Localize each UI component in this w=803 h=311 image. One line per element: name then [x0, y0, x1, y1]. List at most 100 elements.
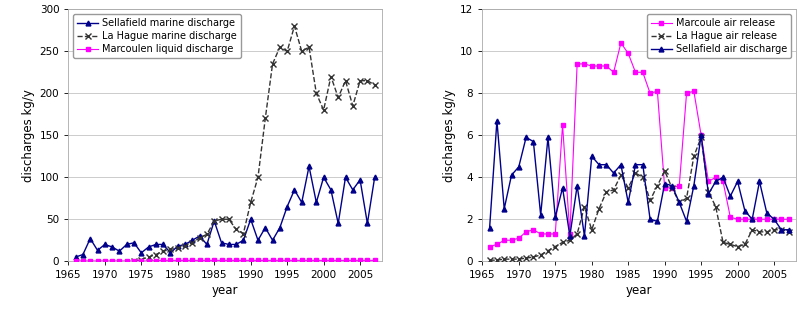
Sellafield air discharge [565, 234, 574, 238]
Marcoulen liquid discharge [115, 259, 124, 263]
La Hague marine discharge [151, 253, 161, 256]
Sellafield air discharge [768, 217, 778, 221]
La Hague air release [543, 249, 552, 253]
X-axis label: year: year [625, 285, 651, 297]
La Hague air release [615, 173, 625, 177]
Sellafield air discharge [550, 215, 560, 219]
Marcoulen liquid discharge [224, 258, 234, 262]
Marcoule air release [550, 232, 560, 236]
Sellafield marine discharge [362, 221, 372, 225]
Sellafield air discharge [513, 165, 523, 169]
Sellafield air discharge [754, 180, 764, 183]
Sellafield marine discharge [304, 165, 313, 168]
Sellafield marine discharge [231, 243, 241, 246]
Marcoulen liquid discharge [122, 259, 132, 263]
Sellafield marine discharge [92, 248, 102, 252]
Marcoule air release [674, 184, 683, 188]
Marcoule air release [535, 232, 544, 236]
La Hague marine discharge [333, 95, 343, 99]
Sellafield marine discharge [333, 221, 343, 225]
La Hague marine discharge [187, 241, 197, 245]
Sellafield air discharge [695, 133, 705, 137]
Marcoule air release [645, 91, 654, 95]
La Hague marine discharge [217, 217, 226, 221]
La Hague marine discharge [362, 79, 372, 82]
Marcoulen liquid discharge [304, 258, 313, 262]
Sellafield air discharge [622, 201, 632, 204]
La Hague air release [659, 169, 669, 173]
Marcoule air release [695, 133, 705, 137]
Sellafield marine discharge [209, 219, 218, 223]
La Hague marine discharge [355, 79, 365, 82]
Marcoule air release [688, 89, 698, 93]
La Hague air release [695, 136, 705, 139]
La Hague air release [645, 198, 654, 202]
Marcoule air release [593, 64, 603, 68]
La Hague air release [528, 255, 537, 259]
La Hague air release [681, 197, 691, 200]
La Hague air release [768, 228, 778, 232]
Marcoule air release [637, 70, 646, 74]
Marcoulen liquid discharge [289, 258, 299, 262]
Line: Sellafield marine discharge: Sellafield marine discharge [73, 164, 377, 259]
La Hague air release [499, 257, 508, 261]
Sellafield air discharge [615, 163, 625, 167]
Sellafield marine discharge [71, 255, 80, 259]
Line: La Hague marine discharge: La Hague marine discharge [130, 23, 377, 265]
Marcoulen liquid discharge [231, 258, 241, 262]
La Hague marine discharge [144, 255, 153, 259]
Marcoule air release [747, 217, 756, 221]
La Hague air release [557, 240, 567, 244]
La Hague marine discharge [231, 227, 241, 231]
Sellafield marine discharge [202, 243, 211, 246]
Sellafield marine discharge [246, 217, 255, 221]
Sellafield marine discharge [369, 175, 379, 179]
La Hague marine discharge [289, 24, 299, 28]
Sellafield marine discharge [115, 249, 124, 253]
Line: Sellafield air discharge: Sellafield air discharge [487, 118, 790, 239]
Sellafield marine discharge [311, 201, 320, 204]
Sellafield air discharge [543, 136, 552, 139]
La Hague air release [513, 257, 523, 261]
La Hague air release [491, 258, 501, 262]
Marcoulen liquid discharge [209, 258, 218, 262]
La Hague air release [586, 228, 596, 232]
Sellafield marine discharge [348, 188, 357, 192]
Sellafield marine discharge [289, 188, 299, 192]
La Hague marine discharge [209, 219, 218, 223]
Marcoulen liquid discharge [194, 258, 204, 262]
Marcoule air release [652, 89, 662, 93]
La Hague marine discharge [253, 175, 263, 179]
Sellafield air discharge [688, 184, 698, 188]
Marcoulen liquid discharge [348, 258, 357, 262]
Marcoulen liquid discharge [326, 258, 336, 262]
Marcoule air release [724, 215, 734, 219]
Marcoule air release [710, 175, 719, 179]
La Hague marine discharge [173, 246, 182, 250]
Sellafield marine discharge [158, 243, 168, 246]
Sellafield marine discharge [194, 234, 204, 238]
Marcoule air release [681, 91, 691, 95]
Sellafield marine discharge [355, 178, 365, 182]
Sellafield marine discharge [100, 243, 109, 246]
La Hague air release [761, 230, 771, 234]
Marcoulen liquid discharge [107, 259, 116, 263]
La Hague air release [754, 230, 764, 234]
La Hague marine discharge [180, 244, 190, 248]
Sellafield air discharge [761, 211, 771, 215]
Marcoulen liquid discharge [71, 259, 80, 263]
La Hague air release [688, 154, 698, 158]
Sellafield marine discharge [107, 245, 116, 249]
Sellafield marine discharge [275, 226, 284, 230]
Marcoule air release [565, 232, 574, 236]
La Hague marine discharge [369, 83, 379, 87]
Sellafield marine discharge [129, 241, 139, 245]
Sellafield air discharge [659, 182, 669, 185]
Marcoule air release [732, 217, 741, 221]
Marcoulen liquid discharge [260, 258, 270, 262]
La Hague air release [608, 188, 618, 192]
La Hague marine discharge [194, 236, 204, 239]
La Hague air release [637, 175, 646, 179]
Marcoulen liquid discharge [129, 259, 139, 263]
La Hague marine discharge [319, 108, 328, 112]
